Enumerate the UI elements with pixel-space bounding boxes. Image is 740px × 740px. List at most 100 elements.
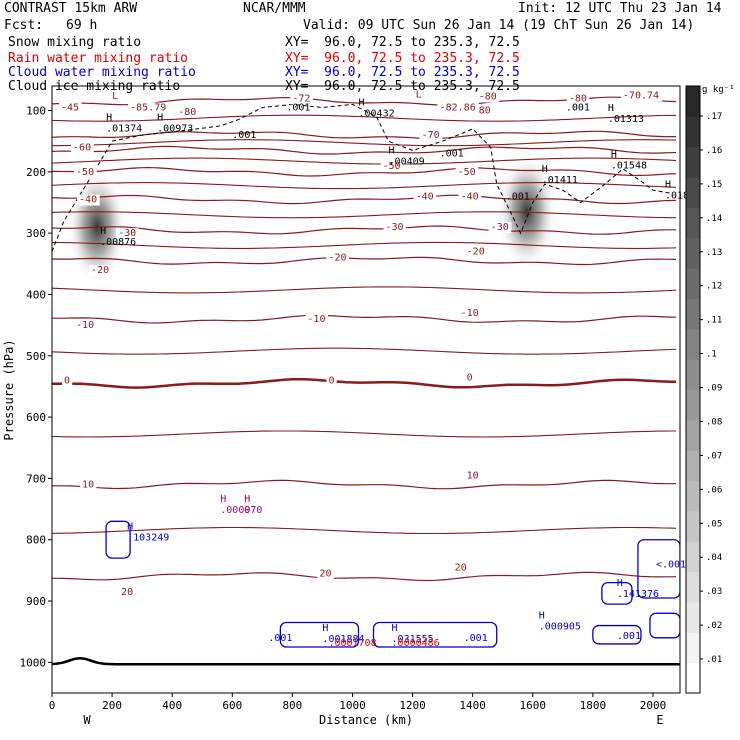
valid-label: Valid: 09 UTC Sun 26 Jan 14 (19 ChT Sun … — [303, 18, 695, 33]
label-background — [380, 160, 404, 172]
colorbar-swatch — [686, 116, 700, 148]
temperature-label: -30 — [118, 228, 136, 239]
temperature-label: 0 — [467, 372, 473, 383]
y-tick-label: 700 — [26, 472, 46, 485]
cloud-water-contour — [637, 539, 680, 599]
center-label: NCAR/MMM — [243, 1, 306, 16]
colorbar-swatch — [686, 359, 700, 390]
label-background — [74, 320, 97, 332]
label-background — [455, 166, 479, 178]
colorbar-tick-label: .1 — [706, 350, 717, 360]
contour-value-label: .001 — [506, 191, 530, 202]
y-tick-label: 900 — [26, 595, 46, 608]
label-background — [116, 228, 139, 240]
temperature-label: -72 — [292, 93, 310, 104]
x-axis-label: Distance (km) — [319, 713, 413, 727]
field-xy-cloud-water: XY= 96.0, 72.5 to 235.3, 72.5 — [285, 65, 520, 80]
temperature-label: -50 — [458, 167, 476, 178]
label-background — [458, 307, 482, 319]
rain-value-label: .0000486 — [392, 638, 440, 649]
label-background — [89, 265, 112, 277]
y-tick-label: 600 — [26, 411, 46, 424]
maximum-value: .00409 — [389, 157, 425, 168]
temperature-label: -40 — [79, 194, 97, 205]
chart-title: CONTRAST 15km ARW — [4, 1, 138, 16]
colorbar-tick-label: .02 — [706, 621, 722, 631]
temperature-contour — [52, 314, 677, 324]
label-background — [290, 93, 313, 105]
temperature-label: 20 — [455, 562, 467, 573]
temperature-contour-intermediate — [52, 526, 677, 535]
fcst-value: 69 h — [66, 18, 98, 33]
label-background — [464, 470, 482, 482]
temperature-label: -50 — [76, 167, 94, 178]
temperature-label: 20 — [121, 587, 133, 598]
temperature-label: -80 — [479, 91, 497, 102]
temperature-contour-intermediate — [52, 286, 677, 294]
temperature-contour — [52, 571, 677, 582]
maximum-marker: H — [539, 610, 545, 621]
temperature-label: -30 — [491, 222, 509, 233]
label-background — [305, 314, 329, 326]
maximum-marker: H — [244, 494, 250, 505]
label-background — [464, 372, 475, 384]
label-background — [470, 105, 494, 117]
temperature-label: -60 — [73, 142, 91, 153]
colorbar-swatch — [686, 480, 700, 512]
label-background — [71, 142, 94, 154]
colorbar-tick-label: .09 — [706, 384, 722, 394]
colorbar-swatch — [686, 207, 700, 239]
temperature-label: -20 — [91, 265, 109, 276]
colorbar-tick-label: .16 — [706, 146, 722, 156]
temperature-contour — [52, 479, 677, 490]
temperature-label: -80 — [178, 107, 196, 118]
rain-value-label: .0001708 — [328, 638, 376, 649]
colorbar-swatch — [686, 632, 700, 664]
y-tick-label: 200 — [26, 166, 46, 179]
x-tick-label: 400 — [162, 699, 182, 712]
temperature-contour-intermediate — [52, 347, 677, 355]
contour-value-label: .001 — [232, 130, 256, 141]
plot-frame — [51, 85, 681, 694]
maximum-value: 0 — [244, 505, 250, 516]
cloud-water-contour — [372, 621, 498, 648]
maximum-value: .000905 — [539, 621, 581, 632]
colorbar-tick-label: .14 — [706, 214, 722, 224]
colorbar-swatch — [686, 419, 700, 451]
maximum-value: .001884 — [322, 634, 364, 645]
label-background — [59, 102, 82, 114]
colorbar-swatch — [686, 541, 700, 573]
cloud-water-contour — [649, 612, 680, 639]
contour-value-label: .001 — [440, 149, 464, 160]
field-name-cloud-water: Cloud water mixing ratio — [8, 65, 196, 80]
maximum-marker: H — [358, 97, 364, 108]
colorbar-swatch — [686, 662, 700, 694]
maximum-marker: H — [389, 146, 395, 157]
temperature-label: -20 — [467, 247, 485, 258]
colorbar-swatch — [686, 389, 700, 421]
temperature-label: -50 — [383, 161, 401, 172]
temperature-label: -10 — [76, 320, 94, 331]
x-tick-label: 1600 — [520, 699, 547, 712]
maximum-value: .0186 — [665, 190, 695, 201]
label-background — [74, 166, 97, 178]
maximum-marker: H — [157, 113, 163, 124]
colorbar-tick-label: .06 — [706, 485, 722, 495]
label-background — [176, 106, 199, 118]
temperature-contour-intermediate — [52, 114, 677, 122]
x-tick-label: 1800 — [580, 699, 607, 712]
maximum-value: .103249 — [127, 533, 169, 544]
colorbar-frame — [685, 85, 701, 694]
colorbar-swatch — [686, 298, 700, 330]
colorbar-tick-label: .07 — [706, 451, 722, 461]
temperature-label: -20 — [328, 253, 346, 264]
colorbar-tick-label: .17 — [706, 112, 722, 122]
minimum-marker: L — [416, 89, 422, 100]
contour-value-label: .001 — [286, 103, 310, 114]
colorbar-swatch — [686, 601, 700, 633]
temperature-label: 10 — [82, 480, 94, 491]
temperature-contour-intermediate — [52, 211, 676, 219]
x-tick-label: 1200 — [399, 699, 426, 712]
x-tick-label: 1400 — [459, 699, 486, 712]
colorbar-swatch — [686, 268, 700, 299]
